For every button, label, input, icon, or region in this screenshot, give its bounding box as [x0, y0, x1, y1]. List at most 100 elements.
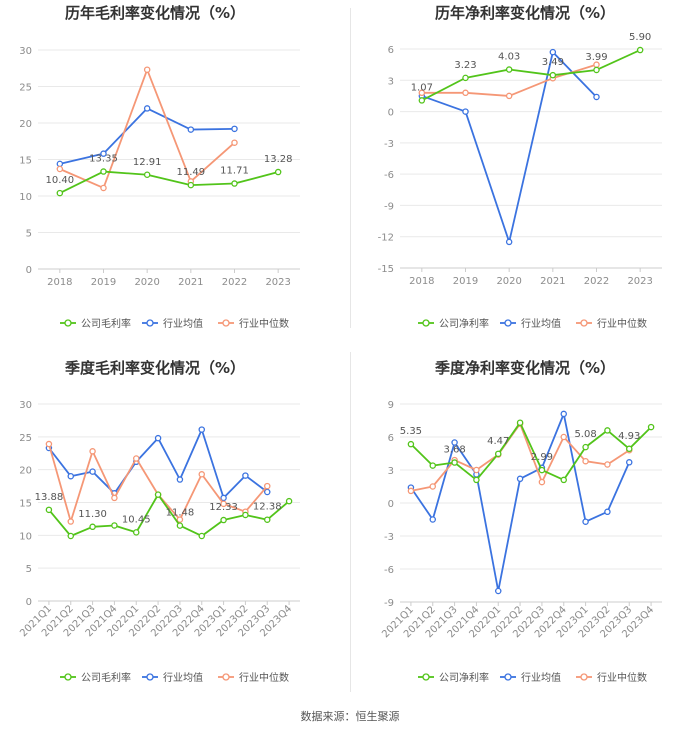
x-tick-label: 2020 [134, 277, 159, 288]
data-point-company [100, 168, 107, 175]
data-point-industry_avg [176, 476, 184, 483]
legend-marker-company [64, 319, 72, 327]
data-point-company [45, 506, 53, 514]
data-point-industry_avg [582, 518, 589, 525]
data-label: 4.47 [487, 436, 509, 447]
data-point-company [582, 443, 589, 451]
y-tick-label: 20 [19, 119, 32, 130]
x-tick-label: 2018 [47, 277, 72, 288]
data-point-industry_avg [187, 126, 195, 133]
data-point-company [462, 74, 469, 82]
data-point-industry_median [462, 89, 469, 97]
series-line-company [410, 421, 652, 481]
legend-marker-company [422, 673, 430, 681]
data-point-industry_median [429, 483, 436, 490]
legend-label-company: 公司毛利率 [81, 671, 131, 684]
legend-marker-industry_median [222, 319, 230, 327]
y-tick-label: -6 [384, 565, 394, 576]
data-point-company [429, 462, 436, 469]
vertical-divider-top [350, 8, 351, 328]
legend-label-company: 公司净利率 [439, 671, 489, 684]
data-point-industry_avg [242, 472, 249, 479]
y-tick-label: -3 [384, 532, 394, 543]
y-tick-label: 9 [388, 400, 394, 411]
legend-marker-industry_avg [146, 319, 154, 327]
data-point-industry_avg [100, 150, 107, 157]
data-point-industry_avg [505, 238, 513, 246]
data-label: 10.40 [46, 175, 75, 186]
data-point-industry_median [604, 461, 611, 468]
data-point-industry_median [505, 92, 513, 100]
data-point-company [407, 440, 415, 448]
y-tick-label: -6 [384, 170, 394, 181]
data-point-industry_avg [198, 426, 205, 433]
y-tick-label: 10 [19, 192, 32, 203]
data-point-company [538, 466, 546, 474]
series-line-industry_avg [59, 107, 235, 165]
data-point-industry_avg [429, 516, 436, 523]
x-tick-label: 2019 [91, 277, 116, 288]
y-tick-label: -12 [378, 233, 394, 244]
y-tick-label: 0 [26, 597, 32, 608]
data-label: 5.90 [629, 32, 651, 43]
data-point-industry_median [418, 89, 426, 97]
y-tick-label: 0 [388, 108, 394, 119]
data-point-company [505, 66, 513, 73]
data-point-company [636, 46, 644, 54]
x-tick-label: 2021 [540, 276, 565, 287]
legend-marker-industry_avg [146, 673, 154, 681]
y-tick-label: 30 [19, 46, 32, 57]
data-point-industry_avg [604, 508, 611, 516]
series-line-company [59, 170, 279, 194]
y-tick-label: 30 [19, 400, 32, 411]
data-label: 11.71 [220, 166, 249, 177]
vertical-divider-bottom [350, 352, 351, 692]
data-label: 12.91 [133, 157, 162, 168]
data-label: 2.99 [531, 452, 553, 463]
data-point-industry_avg [626, 459, 633, 466]
data-point-industry_median [67, 518, 75, 525]
data-point-industry_avg [67, 472, 75, 480]
data-point-company [263, 516, 271, 523]
data-point-company [647, 423, 655, 431]
data-point-industry_median [111, 494, 118, 502]
legend-label-industry_avg: 行业均值 [521, 317, 561, 330]
data-point-industry_median [100, 184, 107, 192]
data-point-industry_avg [516, 475, 524, 483]
data-point-industry_median [263, 482, 271, 490]
x-tick-label: 2022 [222, 277, 247, 288]
data-point-industry_median [89, 448, 96, 455]
data-point-industry_median [538, 478, 546, 486]
data-point-company [560, 476, 568, 484]
chart-panel-1: 历年毛利率变化情况（%） 0 5 10 15 20 25 30 2018 2019 2020 2021… [19, 4, 300, 330]
data-label: 1.07 [411, 82, 433, 93]
legend-marker-industry_avg [504, 673, 512, 681]
y-tick-label: -9 [384, 598, 394, 609]
data-label: 13.88 [35, 492, 64, 503]
y-tick-label: -3 [384, 139, 394, 150]
legend-marker-industry_avg [504, 319, 512, 327]
data-point-industry_avg [231, 125, 238, 133]
data-point-industry_median [582, 457, 589, 465]
data-point-industry_avg [462, 108, 469, 115]
data-point-industry_median [220, 500, 227, 508]
x-tick-label: 2021 [178, 277, 203, 288]
y-tick-label: 25 [19, 83, 32, 94]
data-point-industry_median [198, 471, 205, 478]
data-label: 12.33 [209, 502, 238, 513]
series-line-company [421, 49, 641, 102]
data-label: 3.68 [443, 445, 465, 456]
x-tick-label: 2018 [409, 276, 434, 287]
y-tick-label: 5 [26, 564, 32, 575]
data-label: 4.03 [498, 52, 520, 63]
data-label: 13.35 [89, 154, 118, 165]
data-label: 12.38 [253, 502, 282, 513]
y-tick-label: 6 [388, 433, 394, 444]
y-tick-label: 3 [388, 76, 394, 87]
y-tick-label: 3 [388, 466, 394, 477]
data-point-industry_median [45, 440, 53, 448]
legend-label-industry_median: 行业中位数 [239, 671, 289, 684]
legend-marker-industry_median [580, 673, 588, 681]
data-point-industry_median [143, 66, 151, 73]
